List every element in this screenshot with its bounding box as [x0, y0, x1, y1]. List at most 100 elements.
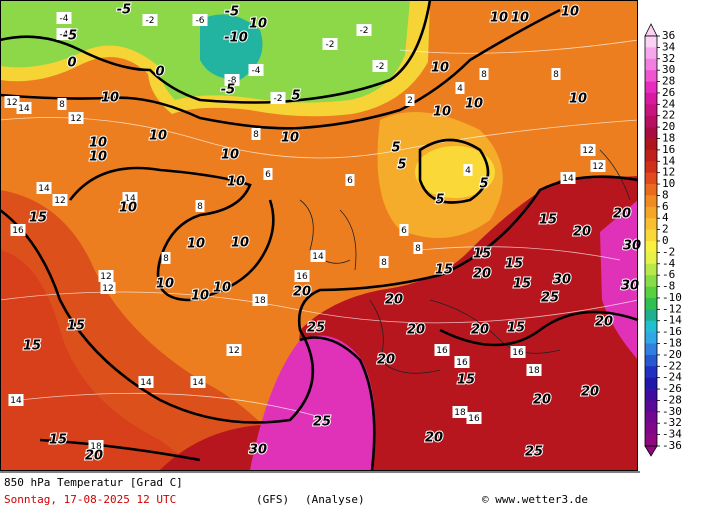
contour-line-label: 10: [431, 61, 449, 76]
label-box: [479, 68, 489, 80]
contour-line-label: 30: [621, 279, 639, 294]
colorbar-band: [645, 275, 657, 287]
contour-line-label: 20: [407, 323, 425, 338]
contour-value-label: -2: [146, 16, 155, 26]
map-title: 850 hPa Temperatur [Grad C]: [4, 476, 183, 489]
contour-value-label: 4: [457, 84, 463, 94]
contour-line-label: 0: [155, 65, 164, 80]
contour-line-label: 20: [293, 285, 311, 300]
contour-line-label: 20: [581, 385, 599, 400]
contour-line-label: 15: [457, 373, 475, 388]
contour-line-label: 20: [425, 431, 443, 446]
contour-line-label: 15: [505, 257, 523, 272]
contour-line-label: 10: [221, 148, 239, 163]
colorbar-tick-label: -28: [662, 393, 682, 406]
colorbar-tick-label: 36: [662, 29, 675, 42]
colorbar-tick-label: 12: [662, 166, 675, 179]
label-box: [510, 346, 526, 358]
contour-value-label: -4: [60, 30, 69, 40]
contour-value-label: 6: [265, 170, 271, 180]
contour-value-label: 8: [59, 100, 65, 110]
contour-line-label: 15: [513, 277, 531, 292]
contour-value-label: -2: [360, 26, 369, 36]
colorbar-band: [645, 297, 657, 310]
colorbar-tick-label: 22: [662, 109, 675, 122]
contour-line-label: 10: [227, 175, 245, 190]
contour-line-label: 10: [231, 236, 249, 251]
contour-line-label: 10: [511, 11, 529, 26]
contour-value-label: 16: [296, 272, 308, 282]
label-box: [252, 294, 268, 306]
contour-value-label: -8: [228, 76, 237, 86]
contour-value-label: 6: [401, 226, 407, 236]
colorbar-tick-label: -12: [662, 302, 682, 315]
model-name: (GFS): [256, 493, 289, 506]
colorbar-band: [645, 263, 657, 276]
colorbar-band: [645, 149, 657, 162]
label-box: [142, 14, 158, 26]
label-box: [526, 364, 542, 376]
contour-line-label: 20: [471, 323, 489, 338]
label-box: [122, 192, 138, 204]
colorbar-tick-label: 20: [662, 120, 675, 133]
contour-value-label: 12: [70, 114, 81, 124]
label-box: [10, 224, 26, 236]
colorbar-band: [645, 343, 657, 356]
contour-value-label: 4: [465, 166, 471, 176]
colorbar-tick-label: 10: [662, 177, 675, 190]
label-box: [452, 406, 468, 418]
colorbar-band: [645, 92, 657, 105]
contour-line-label: 10: [281, 131, 299, 146]
contour-value-label: 12: [592, 162, 603, 172]
label-box: [68, 112, 84, 124]
contour-line-label: 0: [67, 56, 76, 71]
contour-line-label: 15: [507, 321, 525, 336]
label-box: [195, 200, 205, 212]
label-box: [248, 64, 264, 76]
colorbar-tick-label: -4: [662, 257, 676, 270]
label-box: [310, 250, 326, 262]
contour-value-label: 12: [582, 146, 593, 156]
colorbar-band: [645, 366, 657, 378]
contour-line-label: 5: [391, 141, 400, 156]
colorbar-band: [645, 229, 657, 242]
colorbar-tick-label: -22: [662, 359, 682, 372]
valid-time: Sonntag, 17-08-2025 12 UTC: [4, 493, 176, 506]
label-box: [345, 174, 355, 186]
colorbar-tick-label: 34: [662, 40, 676, 53]
contour-line-label: 10: [561, 5, 579, 20]
contour-value-label: 16: [12, 226, 24, 236]
label-box: [322, 38, 338, 50]
contour-value-label: 8: [163, 254, 169, 264]
label-box: [413, 242, 423, 254]
colorbar-tick-label: 18: [662, 132, 675, 145]
label-box: [580, 144, 596, 156]
label-box: [226, 344, 242, 356]
colorbar-band: [645, 161, 657, 173]
contour-value-label: 6: [347, 176, 353, 186]
contour-line-label: 20: [85, 449, 103, 464]
contour-value-label: 14: [312, 252, 324, 262]
isotherm: [418, 138, 490, 204]
colorbar-band: [645, 354, 657, 367]
label-box: [190, 376, 206, 388]
contour-line-label: 20: [473, 267, 491, 282]
isotherm: [0, 8, 561, 130]
colorbar-band: [645, 389, 657, 401]
contour-value-label: 8: [197, 202, 203, 212]
label-box: [36, 182, 52, 194]
contour-line-label: -10: [224, 31, 248, 46]
contour-line-label: 30: [553, 273, 571, 288]
colorbar-band: [645, 172, 657, 185]
colorbar-tick-label: -2: [662, 245, 675, 258]
colorbar-band: [645, 218, 657, 230]
label-box: [57, 98, 67, 110]
contour-line-label: 10: [187, 237, 205, 252]
contour-value-label: 14: [124, 194, 136, 204]
contour-value-label: -4: [60, 14, 69, 24]
colorbar-tick-label: -24: [662, 371, 682, 384]
label-box: [434, 344, 450, 356]
contour-value-label: -2: [376, 62, 385, 72]
colorbar-tick-label: 24: [662, 97, 676, 110]
